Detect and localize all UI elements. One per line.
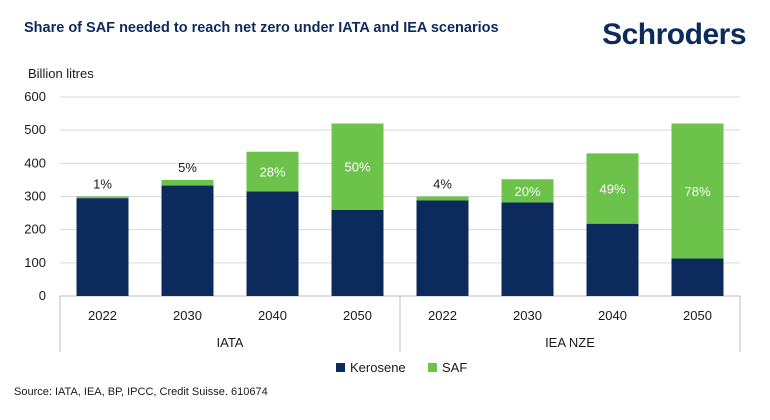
saf-share-label: 28%	[259, 165, 285, 180]
y-tick-label: 0	[39, 288, 46, 303]
kerosene-bar	[416, 200, 469, 296]
kerosene-bar	[331, 209, 384, 296]
saf-bar	[501, 179, 554, 203]
group-label: IATA	[217, 335, 244, 350]
y-tick-label: 500	[24, 122, 46, 137]
x-tick-label: 2040	[598, 308, 627, 323]
x-tick-label: 2050	[343, 308, 372, 323]
legend-swatch-saf	[428, 363, 437, 372]
kerosene-bar	[246, 191, 299, 296]
saf-bar	[76, 196, 129, 199]
x-tick-label: 2050	[683, 308, 712, 323]
group-label: IEA NZE	[545, 335, 595, 350]
kerosene-bar	[76, 198, 129, 296]
y-tick-label: 200	[24, 222, 46, 237]
saf-share-label: 49%	[599, 182, 625, 197]
y-tick-label: 400	[24, 155, 46, 170]
source-note: Source: IATA, IEA, BP, IPCC, Credit Suis…	[14, 386, 268, 398]
legend-swatch-kerosene	[336, 363, 345, 372]
legend-label-kerosene: Kerosene	[350, 360, 406, 375]
saf-share-label: 20%	[514, 184, 540, 199]
saf-bar	[161, 179, 214, 186]
saf-bar	[331, 123, 384, 210]
saf-share-label: 50%	[344, 160, 370, 175]
kerosene-bar	[501, 202, 554, 296]
x-tick-label: 2030	[173, 308, 202, 323]
kerosene-bar	[586, 223, 639, 296]
saf-bar	[586, 153, 639, 224]
x-tick-label: 2022	[428, 308, 457, 323]
saf-share-label: 1%	[93, 177, 112, 192]
x-tick-label: 2030	[513, 308, 542, 323]
x-tick-label: 2040	[258, 308, 287, 323]
kerosene-bar	[671, 258, 724, 296]
saf-share-label: 4%	[433, 177, 452, 192]
x-tick-label: 2022	[88, 308, 117, 323]
y-tick-label: 100	[24, 255, 46, 270]
saf-share-label: 78%	[684, 184, 710, 199]
legend-label-saf: SAF	[442, 360, 467, 375]
saf-bar	[416, 196, 469, 201]
y-tick-label: 600	[24, 89, 46, 104]
saf-bar	[671, 123, 724, 259]
saf-bar	[246, 151, 299, 192]
chart-title: Share of SAF needed to reach net zero un…	[24, 20, 499, 36]
saf-share-label: 5%	[178, 160, 197, 175]
y-tick-label: 300	[24, 189, 46, 204]
kerosene-bar	[161, 185, 214, 296]
y-axis-label: Billion litres	[28, 66, 94, 81]
schroders-logo: Schroders	[602, 18, 746, 51]
